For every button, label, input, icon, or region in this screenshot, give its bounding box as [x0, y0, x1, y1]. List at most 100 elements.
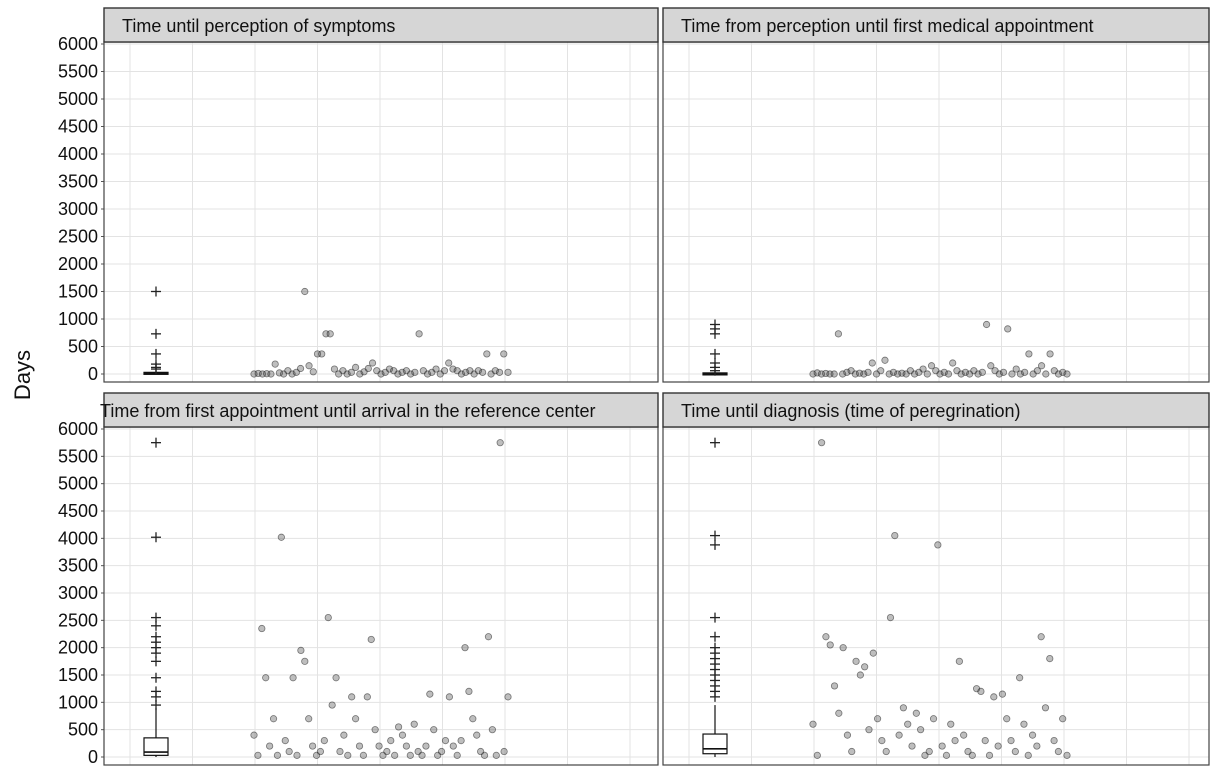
data-point [809, 720, 817, 728]
panel-2: Time from perception until first medical… [662, 7, 1210, 383]
data-point [895, 731, 903, 739]
data-point [474, 367, 482, 375]
data-point [504, 693, 512, 701]
data-point [889, 368, 898, 376]
data-point [1063, 751, 1071, 759]
data-point [1041, 704, 1050, 712]
y-tick-label: 1500 [58, 282, 98, 302]
y-tick-label: 3000 [58, 583, 98, 603]
data-point [1046, 350, 1054, 358]
y-tick-label: 4000 [58, 144, 98, 164]
y-tick-label: 500 [68, 720, 98, 740]
data-point [822, 633, 830, 641]
data-point [974, 370, 982, 378]
data-point [839, 644, 847, 652]
y-tick-label: 3500 [58, 172, 98, 192]
y-tick-label: 1000 [58, 692, 98, 712]
data-point [483, 350, 491, 358]
data-point [1033, 742, 1041, 750]
data-point [418, 751, 426, 759]
data-point [398, 368, 406, 376]
data-point [1046, 654, 1054, 663]
data-point [422, 742, 430, 750]
data-point [281, 736, 289, 745]
plot-background [663, 427, 1209, 765]
y-tick-label: 4000 [58, 528, 98, 548]
data-point [394, 370, 402, 378]
data-point [371, 726, 379, 734]
data-point [929, 715, 938, 723]
y-tick-label: 500 [68, 337, 98, 357]
data-point [504, 368, 512, 376]
data-point [813, 369, 821, 377]
data-point [309, 742, 317, 750]
y-tick-label: 3000 [58, 199, 98, 219]
data-point [340, 731, 348, 739]
data-point [363, 693, 371, 701]
data-point [1063, 370, 1071, 378]
data-point [266, 742, 274, 750]
data-point [495, 368, 504, 376]
data-point [289, 674, 297, 682]
facet-strip [103, 7, 659, 43]
data-point [961, 368, 970, 376]
data-point [881, 356, 889, 364]
data-point [491, 367, 499, 375]
data-point [445, 693, 453, 701]
data-point [453, 751, 461, 759]
data-point [496, 439, 504, 447]
data-point [457, 370, 466, 378]
data-point [480, 751, 489, 759]
data-point [1033, 367, 1041, 375]
data-point [852, 657, 860, 665]
y-tick-label: 5500 [58, 62, 98, 82]
data-point [977, 687, 985, 696]
data-point [296, 364, 305, 373]
data-point [364, 364, 372, 373]
data-point [1042, 370, 1050, 378]
data-point [1028, 731, 1037, 739]
data-point [990, 693, 998, 701]
data-point [936, 370, 944, 378]
data-point [269, 715, 278, 723]
data-point [500, 350, 508, 358]
y-tick-label: 5000 [58, 89, 98, 109]
data-point [985, 751, 994, 759]
data-point [1016, 370, 1025, 378]
plot-background [663, 42, 1209, 382]
data-point [944, 370, 953, 378]
data-point [344, 751, 352, 759]
data-point [309, 368, 317, 376]
data-point [899, 704, 908, 712]
data-point [947, 720, 955, 728]
data-point [293, 751, 301, 759]
data-point [347, 368, 355, 376]
data-point [1054, 747, 1062, 756]
data-point [271, 360, 279, 368]
data-point [1024, 751, 1032, 759]
data-point [426, 690, 434, 698]
y-tick-label: 6000 [58, 419, 98, 439]
data-point [336, 747, 344, 756]
data-point [1011, 747, 1019, 756]
data-point [328, 701, 336, 709]
data-point [473, 731, 481, 739]
data-point [1054, 370, 1063, 378]
data-point [891, 531, 899, 540]
plot-background [104, 427, 658, 765]
data-point [387, 736, 395, 745]
data-point [982, 320, 991, 329]
data-point [332, 674, 340, 682]
data-point [254, 751, 262, 759]
data-point [978, 368, 986, 376]
data-point [1059, 715, 1067, 723]
data-point [1059, 368, 1067, 376]
data-point [355, 742, 364, 750]
data-point [826, 641, 834, 649]
data-point [839, 370, 847, 378]
data-point [415, 330, 423, 338]
data-point [868, 359, 876, 367]
data-point [492, 751, 500, 759]
data-point [873, 715, 882, 723]
data-point [288, 370, 296, 378]
